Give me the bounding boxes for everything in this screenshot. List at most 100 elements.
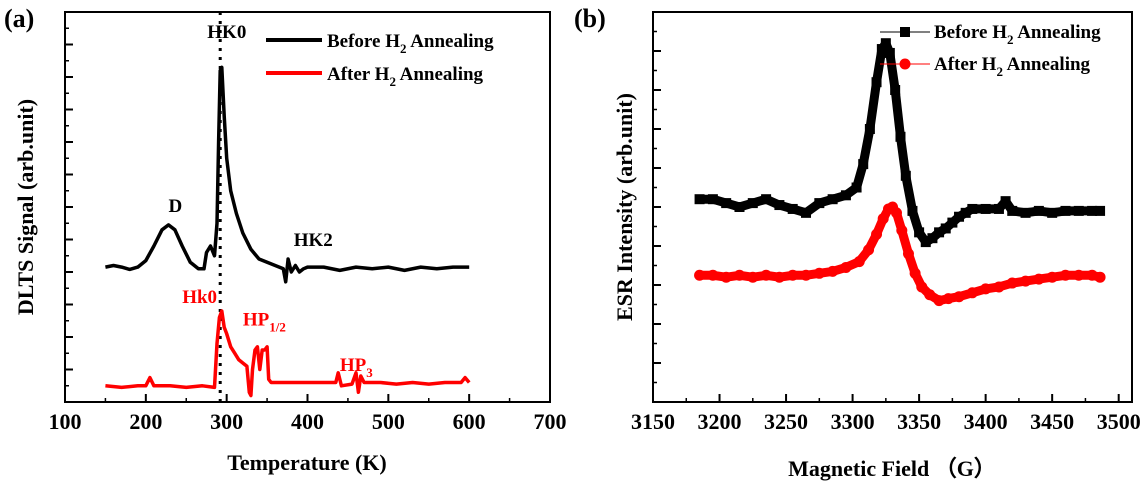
data-point-before [864, 124, 875, 134]
panel-a-series-group [105, 65, 471, 398]
x-tick-label: 400 [291, 409, 324, 434]
data-point-after [896, 224, 908, 236]
data-point-after [916, 281, 928, 293]
data-point-after [1033, 273, 1045, 285]
x-tick-label: 3300 [831, 409, 875, 434]
data-point-after [890, 207, 902, 219]
data-point-after [933, 295, 945, 307]
data-point-after [1020, 275, 1032, 287]
data-point-before [1020, 207, 1031, 218]
panel-a-legend: Before H2 Annealing After H2 Annealing [266, 31, 494, 89]
data-point-before [871, 77, 882, 88]
x-tick-label: 3350 [897, 409, 941, 434]
panel-a-label: (a) [4, 4, 34, 33]
data-point-before [801, 207, 812, 218]
data-point-before [1095, 205, 1106, 216]
peak-label: HK2 [294, 230, 333, 251]
data-point-before [895, 131, 906, 142]
peak-label: Hk0 [182, 287, 217, 308]
legend-a-label-after: After H2 Annealing [327, 64, 484, 89]
series-trace-after-annealing [695, 202, 1105, 306]
data-point-after [1046, 271, 1058, 283]
data-point-before [960, 207, 971, 218]
data-point-before [1007, 205, 1018, 216]
series-line-before-annealing [105, 65, 470, 284]
data-point-after [966, 287, 978, 299]
data-point-before [694, 194, 705, 205]
panel-a: (a) 100 200 300 400 500 600 700 HK0 D HK2 Hk0 HP1/… [4, 4, 567, 475]
data-point-before [954, 211, 965, 222]
data-point-after [980, 283, 992, 295]
data-point-after [760, 269, 772, 281]
panel-a-annotations: HK0 D HK2 Hk0 HP1/2 HP3 [168, 22, 373, 380]
data-point-after [720, 271, 732, 283]
data-point-after [1073, 269, 1085, 281]
data-point-before [787, 203, 798, 214]
data-point-after [953, 291, 965, 303]
panel-b-axes: 3150 3200 3250 3300 3350 3400 3450 3500 [631, 11, 1140, 434]
data-point-before [890, 85, 901, 95]
data-point-after [800, 269, 812, 281]
x-tick-label: 3450 [1030, 409, 1074, 434]
panel-b-y-axis-title: ESR Intensity (arb.unit) [612, 93, 637, 321]
peak-label: D [168, 196, 182, 217]
x-tick-label: 500 [372, 409, 405, 434]
data-point-before [934, 227, 945, 238]
data-point-after [787, 269, 799, 281]
data-point-before [734, 202, 745, 212]
data-point-before [840, 190, 851, 201]
data-point-after [863, 244, 875, 256]
data-point-after [871, 228, 883, 240]
data-point-before [761, 194, 772, 205]
x-tick-label: 3250 [764, 409, 808, 434]
data-point-before [884, 47, 895, 58]
data-point-before [927, 233, 938, 244]
x-tick-label: 100 [49, 409, 82, 434]
data-point-after [773, 271, 785, 283]
legend-a-label-before: Before H2 Annealing [327, 31, 494, 56]
data-point-before [858, 159, 869, 170]
panel-a-x-axis-title: Temperature (K) [227, 450, 386, 475]
legend-b-label-after: After H2 Annealing [934, 54, 1091, 79]
data-point-after [694, 269, 706, 281]
data-point-before [967, 203, 978, 214]
data-point-before [747, 198, 758, 209]
data-point-before [914, 227, 925, 238]
panel-a-axes: 100 200 300 400 500 600 700 [49, 11, 567, 434]
data-point-after [853, 256, 865, 268]
peak-label: HK0 [207, 22, 246, 43]
data-point-before [907, 205, 918, 216]
x-tick-label: 200 [129, 409, 162, 434]
data-point-before [1047, 207, 1058, 218]
data-point-after [813, 267, 825, 279]
data-point-after [993, 281, 1005, 293]
panel-a-y-axis-title: DLTS Signal (arb.unit) [13, 99, 38, 315]
data-point-before [814, 198, 825, 209]
data-point-before [880, 38, 891, 49]
data-point-before [876, 44, 887, 55]
data-point-before [1060, 205, 1071, 216]
data-point-before [947, 217, 958, 228]
data-point-before [827, 194, 838, 205]
data-point-after [840, 261, 852, 273]
data-point-before [721, 198, 732, 209]
data-point-after [909, 267, 921, 279]
data-point-before [851, 182, 862, 193]
series-line-after-annealing [105, 309, 471, 398]
data-point-after [877, 213, 889, 225]
x-tick-label: 3400 [964, 409, 1008, 434]
legend-b-swatch-after-marker [899, 58, 911, 70]
data-point-before [900, 170, 911, 181]
data-point-after [707, 269, 719, 281]
panel-b-series-group [694, 38, 1106, 307]
panel-b-x-axis-title: Magnetic Field （G） [788, 456, 996, 481]
legend-b-label-before: Before H2 Annealing [934, 22, 1101, 47]
data-point-before [940, 223, 951, 234]
panel-b: (b) 3150 3200 3250 3300 3350 3400 3450 3500 Bef… [574, 4, 1140, 481]
data-point-before [1073, 205, 1084, 216]
peak-label: HP1/2 [243, 310, 286, 335]
data-point-before [980, 203, 991, 214]
panel-b-label: (b) [574, 4, 606, 33]
legend-b-swatch-before-marker [900, 27, 910, 37]
data-point-after [733, 269, 745, 281]
